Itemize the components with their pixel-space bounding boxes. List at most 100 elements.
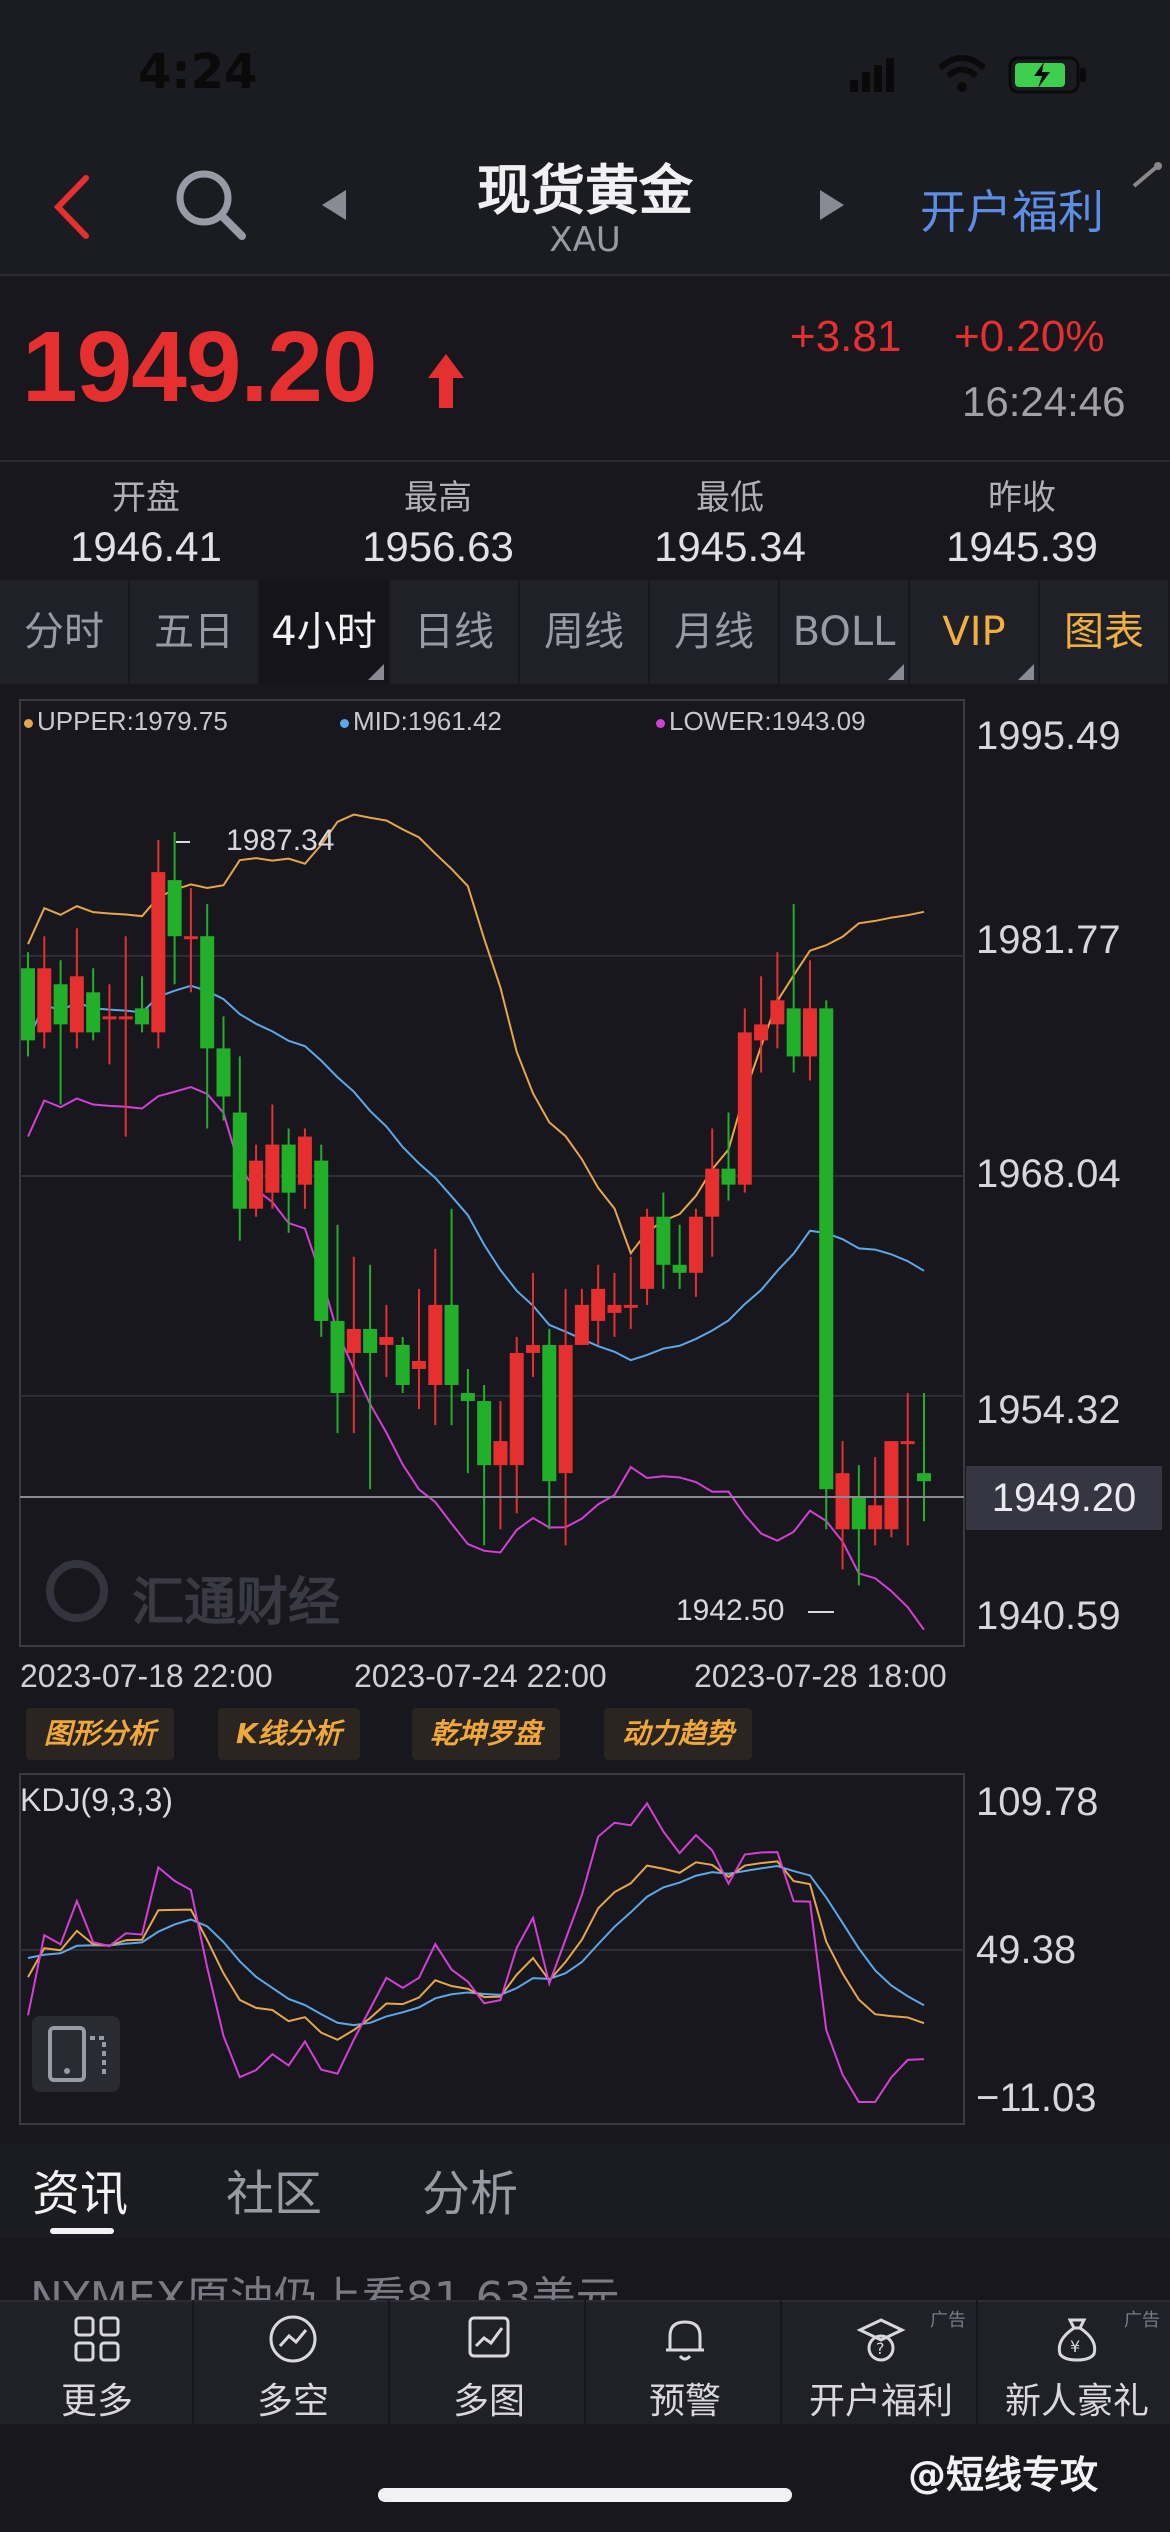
candle-body xyxy=(379,1336,394,1345)
multi-chart-button[interactable]: 多图 xyxy=(392,2300,586,2424)
tab-chart-settings[interactable]: 图表 xyxy=(1040,580,1170,684)
candle-body xyxy=(917,1473,931,1482)
home-indicator[interactable] xyxy=(378,2488,792,2502)
x-tick: 2023-07-24 22:00 xyxy=(354,1658,607,1694)
rotate-screen-button[interactable] xyxy=(32,2016,120,2092)
next-symbol-icon[interactable] xyxy=(818,188,848,222)
pattern-analysis-button[interactable]: 图形分析 xyxy=(26,1708,175,1760)
account-promo-link[interactable]: 开户福利 xyxy=(920,185,1104,239)
lower-dot xyxy=(656,718,665,728)
nav-bar xyxy=(0,130,1170,276)
candle-body xyxy=(884,1441,899,1530)
candle-body xyxy=(102,1016,117,1020)
candle-body xyxy=(493,1441,508,1466)
candle-body xyxy=(281,1144,296,1193)
candle-body xyxy=(21,968,35,1041)
ohlc-high: 最高 1956.63 xyxy=(292,470,584,571)
last-price: 1949.20 xyxy=(22,311,377,423)
ad-badge: 广告 xyxy=(930,2310,966,2331)
tab-intraday[interactable]: 分时 xyxy=(0,580,130,684)
candle-body xyxy=(363,1328,378,1353)
tab-indicator-boll[interactable]: BOLL xyxy=(780,580,910,684)
ohlc-open: 开盘 1946.41 xyxy=(0,470,292,571)
y-tick: 1995.49 xyxy=(976,714,1121,758)
multi-chart-icon xyxy=(468,2316,510,2358)
candle-body xyxy=(265,1144,280,1193)
candle-body xyxy=(656,1216,671,1265)
candle-body xyxy=(721,1168,736,1185)
y-tick: 1940.59 xyxy=(976,1594,1121,1638)
promo-corner-icon xyxy=(1132,162,1162,188)
boll-upper-legend: UPPER:1979.75 xyxy=(24,706,228,737)
kdj-y-tick: 109.78 xyxy=(976,1780,1099,1824)
dropdown-corner-icon xyxy=(888,664,904,680)
kline-analysis-button[interactable]: K线分析 xyxy=(218,1708,360,1760)
search-icon[interactable] xyxy=(172,166,248,242)
momentum-trend-button[interactable]: 动力趋势 xyxy=(604,1708,753,1760)
mid-text: MID:1961.42 xyxy=(353,706,502,736)
more-button[interactable]: 更多 xyxy=(0,2300,194,2424)
tab-monthly[interactable]: 月线 xyxy=(650,580,780,684)
ohlc-label: 最低 xyxy=(696,478,764,518)
candle-body xyxy=(428,1304,443,1386)
toolbar-label: 预警 xyxy=(648,2381,721,2422)
tab-analysis[interactable]: 分析 xyxy=(422,2166,519,2222)
newcomer-gift-button[interactable]: 广告 ¥ 新人豪礼 xyxy=(980,2300,1170,2424)
boll-lower-legend: LOWER:1943.09 xyxy=(656,706,866,737)
tab-five-day[interactable]: 五日 xyxy=(130,580,260,684)
boll-mid-legend: MID:1961.42 xyxy=(340,706,502,737)
candle-body xyxy=(786,1008,801,1057)
ohlc-low: 最低 1945.34 xyxy=(584,470,876,571)
kdj-y-tick: 49.38 xyxy=(976,1928,1077,1972)
tab-weekly[interactable]: 周线 xyxy=(520,580,650,684)
long-short-button[interactable]: 多空 xyxy=(196,2300,390,2424)
ohlc-value: 1946.41 xyxy=(70,523,222,570)
tab-daily[interactable]: 日线 xyxy=(390,580,520,684)
candle-body xyxy=(118,1016,133,1020)
candle-body xyxy=(754,1024,769,1041)
y-tick: 1981.77 xyxy=(976,918,1121,962)
up-arrow-icon xyxy=(428,354,464,408)
ohlc-row xyxy=(0,460,1170,578)
tab-community[interactable]: 社区 xyxy=(226,2166,323,2222)
candle-body xyxy=(526,1344,541,1353)
tab-4-hour[interactable]: 4小时 xyxy=(260,580,390,684)
candle-body xyxy=(460,1393,475,1402)
grid-icon xyxy=(74,2316,120,2362)
back-icon[interactable] xyxy=(46,172,100,242)
candlestick-chart[interactable] xyxy=(0,0,1170,2150)
candle-body xyxy=(183,936,198,940)
tab-vip[interactable]: VIP xyxy=(910,580,1040,684)
candle-body xyxy=(509,1352,524,1466)
prev-symbol-icon[interactable] xyxy=(318,188,348,222)
candle-body xyxy=(249,1160,264,1209)
candle-body xyxy=(200,936,215,1049)
candle-body xyxy=(53,984,68,1025)
compass-button[interactable]: 乾坤罗盘 xyxy=(412,1708,561,1760)
y-tick: 1954.32 xyxy=(976,1388,1121,1432)
tab-news[interactable]: 资讯 xyxy=(32,2166,129,2222)
candle-body xyxy=(835,1473,850,1530)
candle-body xyxy=(135,1008,150,1025)
news-list xyxy=(0,2240,1170,2300)
kdj-y-tick: −11.03 xyxy=(976,2076,1097,2120)
low-marker-label: 1942.50 xyxy=(676,1594,785,1627)
alert-button[interactable]: 预警 xyxy=(588,2300,782,2424)
account-benefit-button[interactable]: 广告 ? 开户福利 xyxy=(784,2300,978,2424)
bell-icon xyxy=(666,2320,704,2361)
toolbar-label: 多图 xyxy=(452,2381,525,2422)
ohlc-label: 开盘 xyxy=(112,478,180,518)
svg-text:?: ? xyxy=(876,2339,885,2358)
candle-body xyxy=(591,1288,606,1321)
candle-body xyxy=(705,1168,720,1217)
ad-badge: 广告 xyxy=(1124,2310,1160,2331)
candle-body xyxy=(688,1216,703,1273)
lower-text: LOWER:1943.09 xyxy=(669,706,866,736)
candle-body xyxy=(737,1032,752,1185)
quote-time: 16:24:46 xyxy=(962,378,1126,425)
x-tick: 2023-07-28 18:00 xyxy=(694,1658,947,1694)
candle-body xyxy=(216,1048,231,1097)
tab-label: VIP xyxy=(942,609,1006,655)
toolbar-label: 新人豪礼 xyxy=(1004,2381,1149,2422)
candle-body xyxy=(672,1264,687,1273)
